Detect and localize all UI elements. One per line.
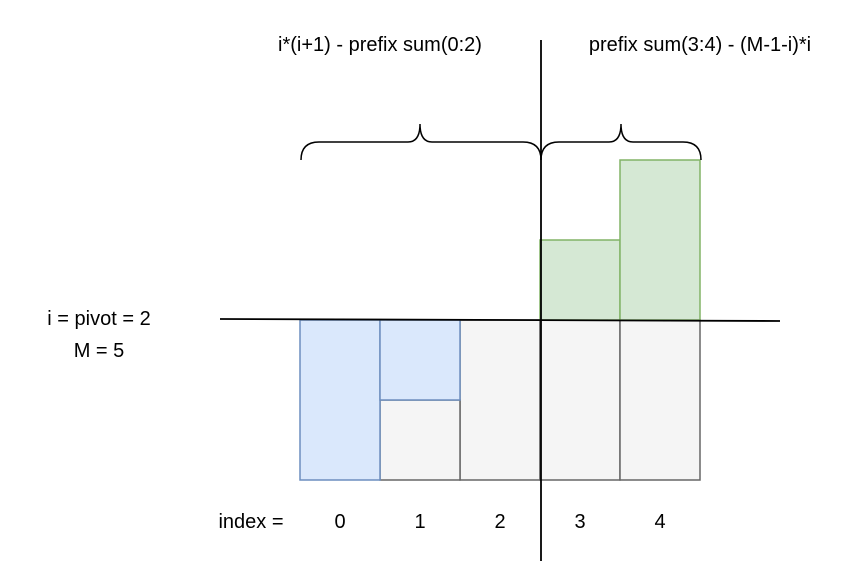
left-curly-brace: [300, 123, 542, 161]
column-4-gray: [619, 319, 701, 481]
column-3-green: [539, 239, 621, 321]
column-1-blue: [379, 319, 461, 401]
column-3-gray: [539, 319, 621, 481]
column-0-blue: [299, 319, 381, 481]
right-formula-label: prefix sum(3:4) - (M-1-i)*i: [589, 34, 811, 56]
index-label-3: 3: [574, 511, 585, 533]
right-curly-brace: [540, 123, 702, 161]
index-label-2: 2: [494, 511, 505, 533]
column-4-green: [619, 159, 701, 321]
index-label-4: 4: [654, 511, 665, 533]
index-prefix-label: index =: [218, 511, 283, 533]
column-1-gray-lower: [379, 399, 461, 481]
column-2-gray: [459, 319, 541, 481]
index-label-0: 0: [334, 511, 345, 533]
index-label-1: 1: [414, 511, 425, 533]
pivot-label: i = pivot = 2: [47, 308, 150, 330]
m-label: M = 5: [74, 340, 125, 362]
baseline: [219, 318, 781, 322]
left-formula-label: i*(i+1) - prefix sum(0:2): [278, 34, 482, 56]
